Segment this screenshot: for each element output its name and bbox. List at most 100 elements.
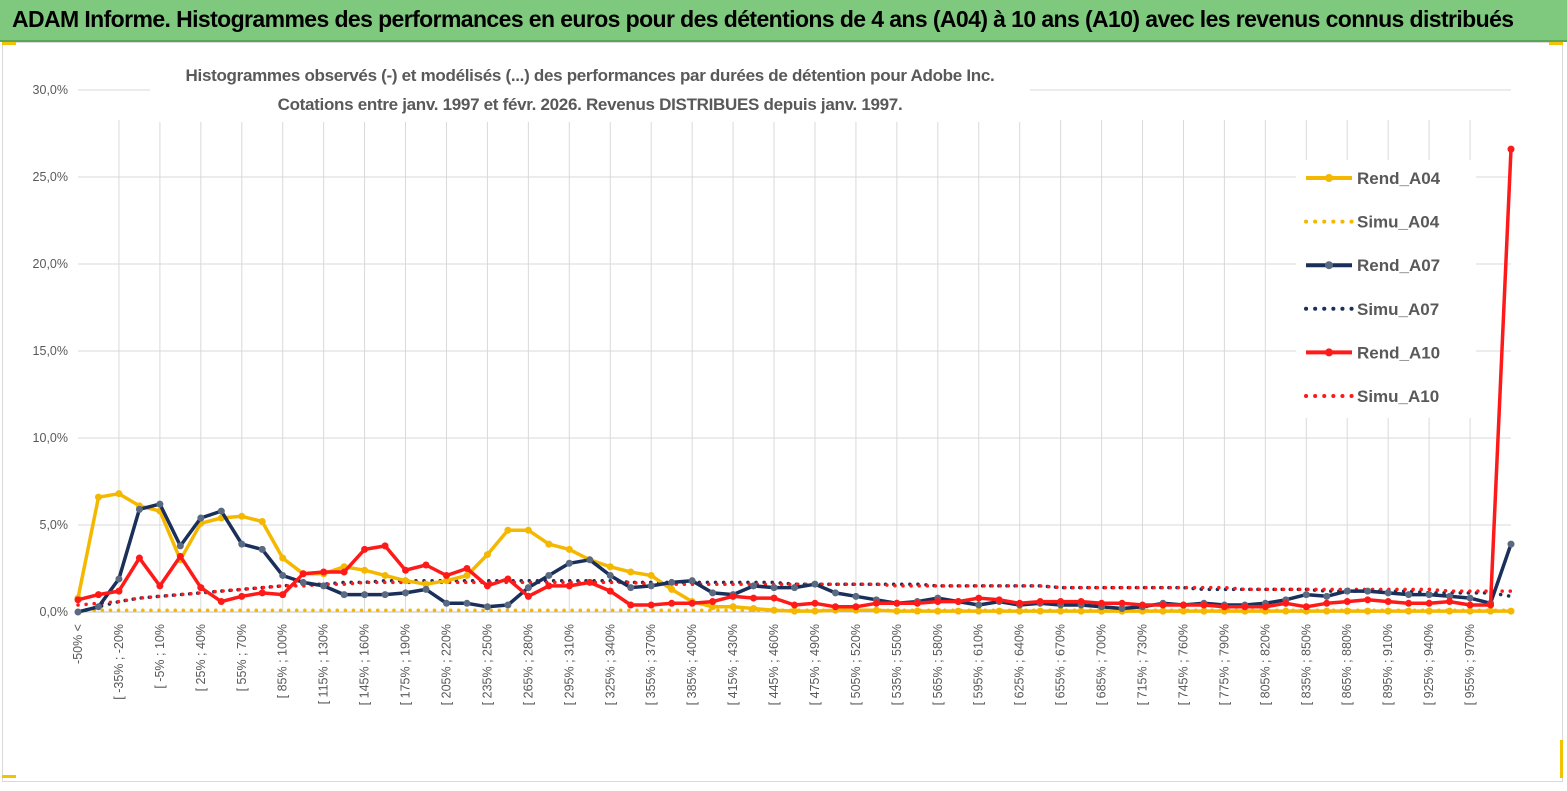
x-tick-label: [ 595% ; 610% — [972, 624, 986, 705]
data-point — [995, 607, 1003, 615]
data-point — [1425, 591, 1433, 599]
x-tick-label: [ 655% ; 670% — [1054, 624, 1068, 705]
data-point — [1077, 598, 1085, 606]
x-tick-label: [ 805% ; 820% — [1258, 624, 1272, 705]
data-point — [74, 596, 82, 604]
data-point — [1364, 596, 1372, 604]
frame-corner-mark — [2, 42, 16, 45]
data-point — [115, 490, 123, 498]
chart-subtitle: Cotations entre janv. 1997 et févr. 2026… — [278, 95, 903, 114]
data-point — [483, 582, 491, 590]
data-point — [463, 565, 471, 572]
x-tick-label: [ 235% ; 250% — [480, 624, 494, 705]
data-point — [995, 596, 1003, 604]
data-point — [811, 580, 819, 588]
data-point — [1487, 601, 1495, 609]
data-point — [852, 592, 860, 600]
data-point — [483, 603, 491, 611]
legend-label: Simu_A04 — [1357, 213, 1440, 232]
data-point — [975, 594, 983, 602]
data-point — [688, 577, 696, 585]
data-point — [975, 607, 983, 615]
data-point — [545, 571, 553, 579]
chart-title: Histogrammes observés (-) et modélisés (… — [186, 66, 995, 85]
data-point — [402, 589, 410, 597]
frame-corner-mark — [1560, 740, 1563, 778]
x-tick-label: [ 535% ; 550% — [890, 624, 904, 705]
data-point — [1200, 601, 1208, 609]
data-point — [872, 606, 880, 614]
data-point — [811, 607, 819, 615]
legend-label: Rend_A10 — [1357, 343, 1440, 362]
x-tick-label: [ 775% ; 790% — [1217, 624, 1231, 705]
data-point — [545, 582, 553, 590]
data-point — [217, 507, 225, 515]
data-point — [361, 591, 369, 599]
series-line — [77, 502, 1513, 614]
data-point — [627, 584, 635, 592]
y-tick-label: 30,0% — [33, 83, 68, 97]
data-point — [115, 587, 123, 595]
data-point — [1384, 607, 1392, 615]
data-point — [115, 575, 123, 583]
data-point — [1384, 589, 1392, 597]
data-point — [913, 607, 921, 615]
legend-item: Rend_A10 — [1306, 343, 1440, 362]
data-point — [1405, 599, 1413, 607]
data-point — [913, 599, 921, 607]
data-point — [770, 584, 778, 592]
data-point — [954, 607, 962, 615]
data-point — [135, 554, 143, 562]
data-point — [565, 559, 573, 567]
data-point — [94, 591, 102, 599]
data-point — [320, 582, 328, 590]
x-tick-label: [ 475% ; 490% — [808, 624, 822, 705]
x-tick-label: [ 385% ; 400% — [685, 624, 699, 705]
data-point — [647, 571, 655, 579]
y-axis: 0,0% 5,0% 10,0% 15,0% 20,0% 25,0% 30,0% — [33, 83, 68, 619]
x-tick-label: [ 265% ; 280% — [521, 624, 535, 705]
data-point — [1077, 607, 1085, 615]
data-point — [258, 518, 266, 526]
data-point — [217, 598, 225, 606]
data-point — [176, 542, 184, 550]
data-point — [381, 542, 389, 550]
legend-label: Simu_A07 — [1357, 300, 1439, 319]
data-point — [1118, 605, 1126, 613]
y-tick-label: 10,0% — [33, 431, 68, 445]
data-point — [893, 607, 901, 615]
data-point — [1302, 603, 1310, 611]
data-point — [463, 599, 471, 607]
legend-label: Simu_A10 — [1357, 387, 1439, 406]
data-point — [1282, 599, 1290, 607]
data-point — [279, 554, 287, 562]
x-tick-label: [ 835% ; 850% — [1299, 624, 1313, 705]
x-tick-label: [ 25% ; 40% — [194, 624, 208, 691]
data-point — [791, 607, 798, 615]
frame-corner-mark — [2, 775, 16, 778]
data-point — [852, 603, 860, 611]
series-line — [76, 491, 1511, 613]
data-point — [1036, 607, 1044, 615]
data-point — [1364, 607, 1372, 615]
data-point — [1425, 599, 1433, 607]
data-point — [1466, 601, 1474, 609]
data-point — [422, 561, 430, 569]
data-point — [586, 556, 594, 564]
data-point — [299, 578, 307, 586]
data-point — [1179, 607, 1187, 615]
data-point — [1343, 607, 1351, 615]
legend-item: Simu_A07 — [1304, 300, 1439, 319]
gridlines — [78, 89, 1511, 613]
data-point — [1036, 598, 1044, 606]
data-point — [1057, 598, 1065, 606]
data-point — [1405, 591, 1413, 599]
x-tick-label: [ -5% ; 10% — [153, 624, 167, 689]
x-tick-label: [ 865% ; 880% — [1340, 624, 1354, 705]
data-point — [463, 571, 471, 579]
data-point — [1118, 599, 1126, 607]
data-point — [340, 568, 348, 576]
legend-item: Simu_A04 — [1304, 213, 1440, 232]
x-tick-label: [ 685% ; 700% — [1095, 624, 1109, 705]
